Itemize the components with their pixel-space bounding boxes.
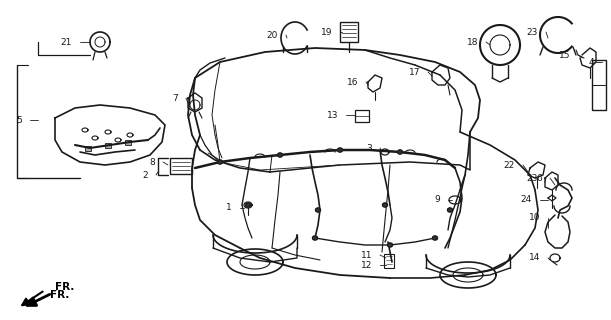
Polygon shape (337, 148, 343, 152)
Polygon shape (315, 208, 321, 212)
Text: 2: 2 (142, 171, 148, 180)
Text: 1: 1 (226, 204, 232, 212)
Text: 19: 19 (321, 28, 332, 36)
Text: 22: 22 (503, 161, 515, 170)
Text: 18: 18 (467, 37, 478, 46)
Text: 11: 11 (360, 251, 372, 260)
Polygon shape (398, 150, 403, 154)
Text: FR.: FR. (27, 282, 75, 306)
Text: 21: 21 (60, 37, 72, 46)
Text: 12: 12 (360, 260, 372, 269)
Text: 4: 4 (588, 58, 594, 67)
Polygon shape (447, 208, 453, 212)
Polygon shape (312, 236, 318, 240)
Polygon shape (246, 203, 251, 207)
Polygon shape (277, 153, 282, 157)
Text: 20: 20 (266, 30, 278, 39)
Text: 15: 15 (558, 51, 570, 60)
Bar (105, 143, 111, 148)
Text: 9: 9 (434, 196, 440, 204)
Text: 17: 17 (409, 68, 420, 76)
Text: 13: 13 (326, 110, 338, 119)
Text: 10: 10 (529, 213, 540, 222)
Text: 5: 5 (16, 116, 22, 124)
Text: 8: 8 (149, 157, 155, 166)
Polygon shape (218, 160, 222, 164)
Bar (592, 60, 606, 110)
Bar (384, 254, 394, 268)
Bar (125, 140, 131, 145)
Text: 14: 14 (529, 253, 540, 262)
Text: FR.: FR. (50, 290, 70, 300)
Text: 7: 7 (172, 93, 178, 102)
Polygon shape (387, 243, 392, 247)
Text: 23: 23 (527, 28, 538, 36)
Text: 3: 3 (366, 143, 372, 153)
Polygon shape (382, 203, 387, 207)
Polygon shape (433, 236, 437, 240)
Text: 24: 24 (521, 196, 532, 204)
Bar (355, 110, 369, 122)
Text: 23: 23 (527, 173, 538, 182)
Text: 16: 16 (346, 77, 358, 86)
Bar (170, 158, 192, 174)
Text: 6: 6 (536, 173, 542, 182)
Bar (340, 22, 358, 42)
Bar (85, 146, 91, 151)
